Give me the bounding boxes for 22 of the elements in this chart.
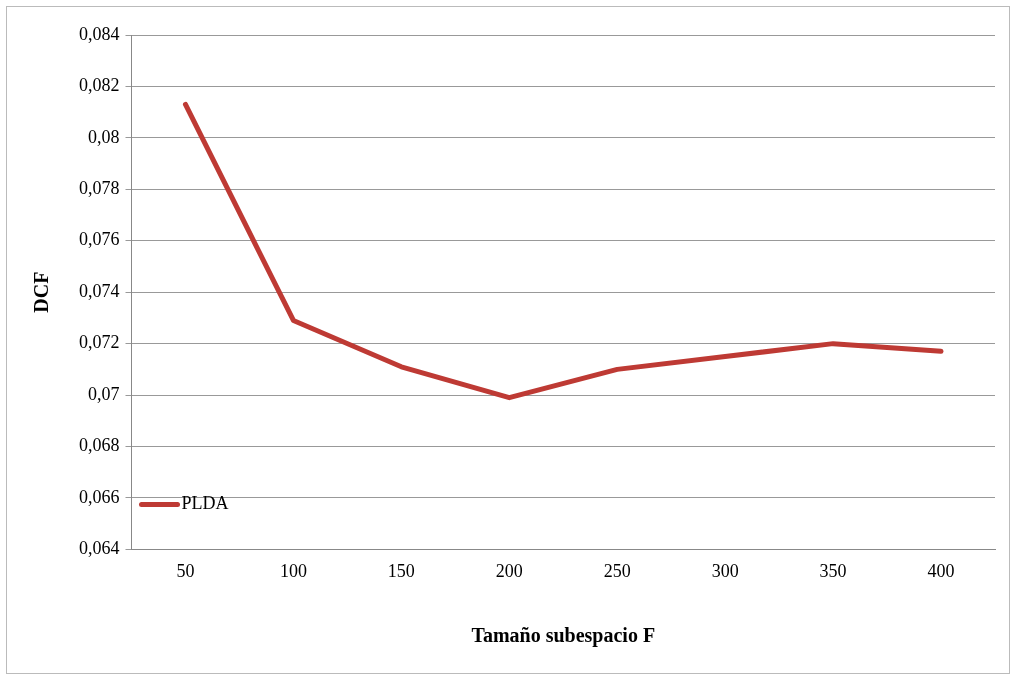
y-tick-label: 0,074 <box>79 280 120 301</box>
y-tick-label: 0,07 <box>88 383 120 404</box>
x-tick-label: 100 <box>279 560 307 581</box>
y-tick-label: 0,082 <box>79 75 120 96</box>
y-tick-label: 0,084 <box>79 23 120 44</box>
y-tick-label: 0,072 <box>79 332 120 353</box>
y-tick-label: 0,076 <box>79 229 120 250</box>
y-tick-label: 0,068 <box>79 435 120 456</box>
legend-label: PLDA <box>181 493 229 514</box>
y-tick-label: 0,08 <box>88 126 120 147</box>
x-tick-label: 400 <box>927 560 955 581</box>
y-tick-label: 0,066 <box>79 486 120 507</box>
x-tick-label: 300 <box>711 560 739 581</box>
y-tick-label: 0,064 <box>79 538 120 559</box>
y-axis-title: DCF <box>30 271 53 313</box>
x-tick-label: 250 <box>603 560 631 581</box>
x-tick-label: 350 <box>819 560 847 581</box>
x-tick-label: 200 <box>495 560 523 581</box>
x-tick-label: 150 <box>387 560 415 581</box>
x-tick-label: 50 <box>176 560 195 581</box>
y-tick-label: 0,078 <box>79 178 120 199</box>
x-axis-title: Tamaño subespacio F <box>471 624 656 648</box>
